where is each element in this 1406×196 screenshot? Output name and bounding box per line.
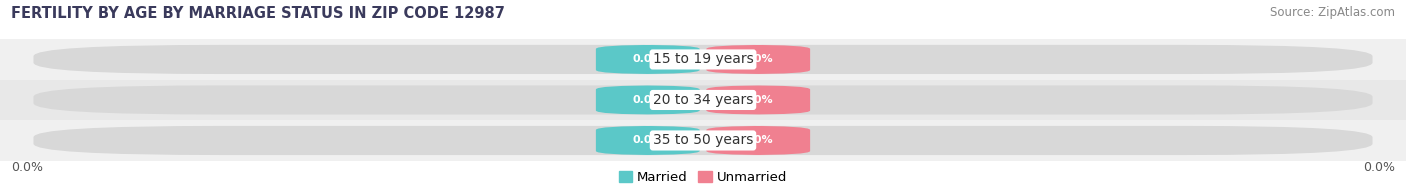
Text: 0.0%: 0.0% — [633, 54, 664, 64]
FancyBboxPatch shape — [34, 85, 1372, 114]
FancyBboxPatch shape — [596, 126, 700, 155]
Text: 0.0%: 0.0% — [1362, 161, 1395, 174]
FancyBboxPatch shape — [706, 85, 810, 114]
Text: 0.0%: 0.0% — [633, 95, 664, 105]
Bar — [0, 80, 1406, 120]
FancyBboxPatch shape — [706, 126, 810, 155]
FancyBboxPatch shape — [596, 85, 700, 114]
Text: 35 to 50 years: 35 to 50 years — [652, 133, 754, 147]
Text: 0.0%: 0.0% — [11, 161, 44, 174]
Text: 0.0%: 0.0% — [633, 135, 664, 145]
Text: 0.0%: 0.0% — [742, 95, 773, 105]
FancyBboxPatch shape — [706, 45, 810, 74]
Legend: Married, Unmarried: Married, Unmarried — [613, 166, 793, 189]
FancyBboxPatch shape — [34, 126, 1372, 155]
FancyBboxPatch shape — [596, 45, 700, 74]
Text: FERTILITY BY AGE BY MARRIAGE STATUS IN ZIP CODE 12987: FERTILITY BY AGE BY MARRIAGE STATUS IN Z… — [11, 6, 505, 21]
Text: 0.0%: 0.0% — [742, 54, 773, 64]
FancyBboxPatch shape — [34, 45, 1372, 74]
Text: 15 to 19 years: 15 to 19 years — [652, 53, 754, 66]
Text: 0.0%: 0.0% — [742, 135, 773, 145]
Bar — [0, 120, 1406, 161]
Bar — [0, 39, 1406, 80]
Text: Source: ZipAtlas.com: Source: ZipAtlas.com — [1270, 6, 1395, 19]
Text: 20 to 34 years: 20 to 34 years — [652, 93, 754, 107]
